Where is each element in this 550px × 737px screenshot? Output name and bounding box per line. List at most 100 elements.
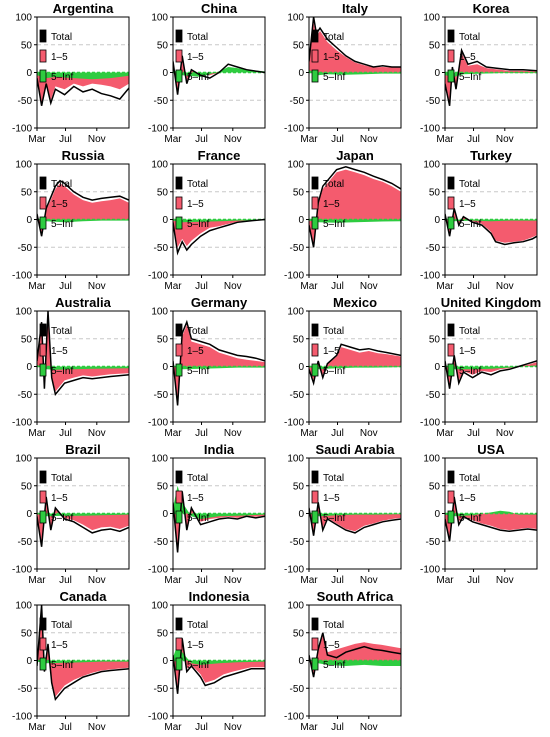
legend-label: 5–Inf	[187, 72, 209, 83]
legend-label: 5–Inf	[459, 513, 481, 524]
legend-swatch	[447, 216, 455, 230]
x-tick-label: Nov	[360, 134, 378, 145]
y-tick-label: -50	[154, 243, 169, 254]
y-tick-label: 100	[15, 13, 32, 24]
y-tick-label: 0	[162, 656, 168, 667]
x-tick-label: Jul	[331, 281, 344, 292]
panel-title: Italy	[342, 1, 369, 16]
legend-label: 5–Inf	[187, 660, 209, 671]
legend-label: Total	[323, 326, 344, 337]
x-tick-label: Jul	[195, 575, 208, 586]
x-tick-label: Jul	[59, 575, 72, 586]
legend-label: 1–5	[187, 199, 204, 210]
y-tick-label: 0	[26, 362, 32, 373]
legend-swatch	[39, 637, 47, 651]
legend-label: 1–5	[187, 640, 204, 651]
legend-label: 1–5	[187, 493, 204, 504]
series-5-inf-area	[445, 365, 537, 370]
legend-swatch	[39, 510, 47, 524]
y-tick-label: 50	[21, 40, 33, 51]
legend-swatch	[39, 490, 47, 504]
legend-swatch	[175, 510, 183, 524]
y-tick-label: -50	[18, 684, 33, 695]
legend-swatch	[311, 29, 319, 43]
legend-label: Total	[459, 326, 480, 337]
legend-swatch	[447, 49, 455, 63]
legend-swatch	[447, 176, 455, 190]
legend-swatch	[175, 617, 183, 631]
legend-swatch	[175, 490, 183, 504]
x-tick-label: Mar	[300, 722, 318, 733]
y-tick-label: 50	[21, 187, 33, 198]
legend-label: 5–Inf	[51, 219, 73, 230]
legend-label: Total	[323, 179, 344, 190]
series-total-line	[37, 179, 129, 237]
y-tick-label: 50	[429, 187, 441, 198]
legend-swatch	[311, 216, 319, 230]
series-5-inf-area	[309, 219, 401, 223]
panel-title: Argentina	[53, 1, 114, 16]
legend-swatch	[311, 49, 319, 63]
legend-label: Total	[187, 326, 208, 337]
y-tick-label: 50	[21, 628, 33, 639]
series-1-5-area	[445, 499, 537, 539]
series-5-inf-area	[37, 364, 129, 370]
y-tick-label: 100	[15, 307, 32, 318]
legend-swatch	[175, 470, 183, 484]
y-tick-label: -100	[12, 124, 32, 135]
x-tick-label: Mar	[300, 575, 318, 586]
x-tick-label: Mar	[164, 722, 182, 733]
series-1-5-area	[37, 316, 129, 392]
y-tick-label: -50	[426, 390, 441, 401]
x-tick-label: Nov	[496, 134, 514, 145]
y-tick-label: -50	[290, 684, 305, 695]
x-tick-label: Mar	[28, 134, 46, 145]
plot-area	[173, 191, 265, 256]
legend-label: Total	[51, 326, 72, 337]
series-1-5-area	[309, 22, 401, 73]
legend-swatch	[311, 196, 319, 210]
x-tick-label: Mar	[28, 575, 46, 586]
x-tick-label: Nov	[88, 575, 106, 586]
legend-swatch	[311, 490, 319, 504]
legend-swatch	[447, 323, 455, 337]
y-tick-label: -100	[420, 418, 440, 429]
y-tick-label: 0	[434, 362, 440, 373]
legend-label: 5–Inf	[51, 513, 73, 524]
legend-swatch	[311, 510, 319, 524]
y-tick-label: 50	[429, 334, 441, 345]
legend-label: 1–5	[51, 52, 68, 63]
x-tick-label: Nov	[496, 428, 514, 439]
y-tick-label: 100	[151, 160, 168, 171]
y-tick-label: 0	[162, 362, 168, 373]
y-tick-label: -100	[284, 712, 304, 723]
x-tick-label: Mar	[300, 134, 318, 145]
y-tick-label: 50	[293, 334, 305, 345]
x-tick-label: Jul	[331, 428, 344, 439]
x-tick-label: Jul	[59, 722, 72, 733]
panel-title: Indonesia	[189, 589, 250, 604]
legend-swatch	[39, 470, 47, 484]
panel-title: Korea	[473, 1, 511, 16]
panel-title: France	[198, 148, 241, 163]
y-tick-label: 0	[298, 656, 304, 667]
legend-swatch	[311, 363, 319, 377]
x-tick-label: Nov	[224, 722, 242, 733]
legend-swatch	[175, 29, 183, 43]
plot-area	[37, 605, 129, 702]
y-tick-label: -100	[420, 271, 440, 282]
y-tick-label: -100	[12, 565, 32, 576]
legend-label: Total	[187, 473, 208, 484]
series-total-line	[445, 208, 537, 246]
y-tick-label: -100	[12, 712, 32, 723]
series-5-inf-area	[173, 365, 265, 370]
y-tick-label: 50	[157, 481, 169, 492]
y-tick-label: 100	[15, 160, 32, 171]
x-tick-label: Jul	[195, 428, 208, 439]
